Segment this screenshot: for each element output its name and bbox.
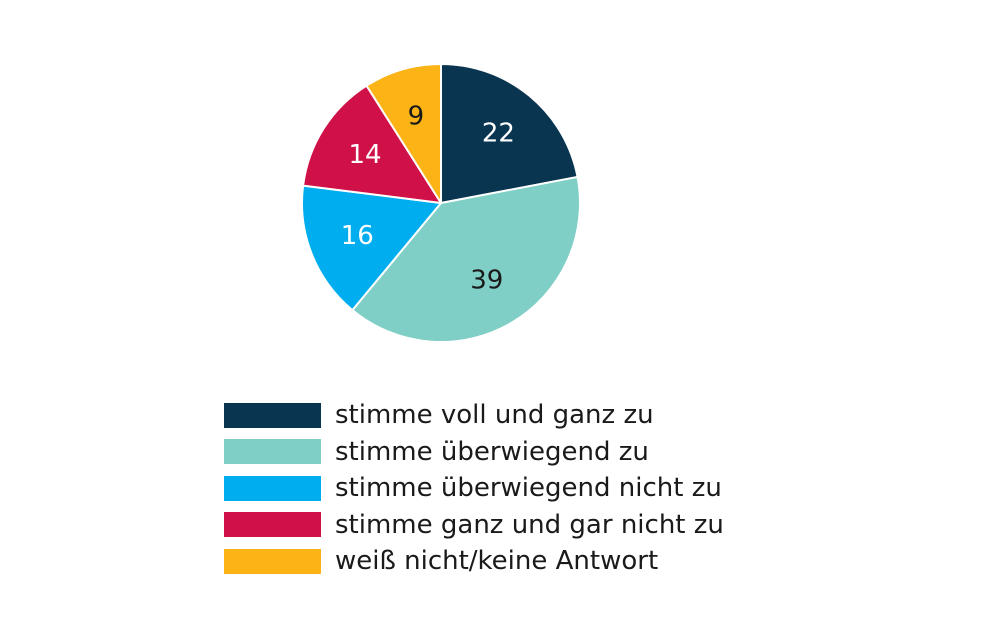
pie-slice-stimme-ueberwiegend-zu [351, 175, 581, 343]
legend-item-weiss-nicht-keine-antwort: weiß nicht/keine Antwort [224, 543, 724, 580]
legend-label: stimme voll und ganz zu [335, 400, 654, 431]
pie-slice-stimme-ganz-und-gar-nicht-zu [302, 84, 442, 204]
legend-item-stimme-ueberwiegend-zu: stimme überwiegend zu [224, 434, 724, 471]
data-label-stimme-voll-und-ganz-zu: 22 [482, 119, 515, 149]
legend-swatch [224, 475, 321, 501]
legend-label: stimme überwiegend zu [335, 436, 649, 467]
legend-swatch [224, 402, 321, 428]
legend-swatch [224, 512, 321, 538]
legend-item-stimme-ueberwiegend-nicht-zu: stimme überwiegend nicht zu [224, 470, 724, 507]
data-label-weiss-nicht-keine-antwort: 9 [408, 102, 425, 132]
legend-swatch [224, 548, 321, 574]
legend-label: stimme überwiegend nicht zu [335, 473, 722, 504]
legend-swatch [224, 439, 321, 465]
data-label-stimme-ueberwiegend-nicht-zu: 16 [341, 221, 374, 251]
pie-slice-stimme-voll-und-ganz-zu [440, 63, 579, 204]
pie-slices [301, 63, 581, 343]
legend-item-stimme-ganz-und-gar-nicht-zu: stimme ganz und gar nicht zu [224, 507, 724, 544]
legend-item-stimme-voll-und-ganz-zu: stimme voll und ganz zu [224, 397, 724, 434]
legend: stimme voll und ganz zu stimme überwiegen… [224, 397, 724, 580]
data-label-stimme-ueberwiegend-zu: 39 [470, 265, 503, 295]
pie-slice-weiss-nicht-keine-antwort [365, 63, 442, 204]
data-label-stimme-ganz-und-gar-nicht-zu: 14 [348, 140, 381, 170]
pie-slice-stimme-ueberwiegend-nicht-zu [301, 184, 442, 312]
legend-label: stimme ganz und gar nicht zu [335, 509, 724, 540]
legend-label: weiß nicht/keine Antwort [335, 546, 659, 577]
pie-data-labels: 22 39 16 14 9 [341, 102, 515, 296]
